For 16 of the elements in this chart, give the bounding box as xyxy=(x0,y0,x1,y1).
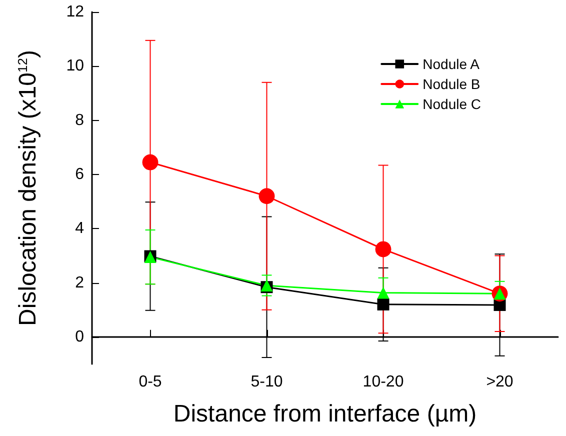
legend-label: Nodule A xyxy=(422,56,480,72)
x-tick-label: >20 xyxy=(486,374,514,390)
x-tick-label: 0-5 xyxy=(138,374,162,390)
y-tick-label: 8 xyxy=(75,112,84,129)
y-tick-label: 4 xyxy=(75,220,84,238)
y-axis-title: Dislocation density (x1012) xyxy=(14,50,42,326)
y-tick-label: 6 xyxy=(75,166,84,183)
legend-label: Nodule B xyxy=(422,76,480,92)
y-tick-label: 0 xyxy=(75,328,84,346)
x-tick-label: 10-20 xyxy=(362,374,404,390)
x-tick-label: 5-10 xyxy=(250,374,283,390)
y-tick-label: 10 xyxy=(66,58,84,75)
y-tick-label: 12 xyxy=(66,4,84,20)
legend-label: Nodule C xyxy=(422,96,482,112)
y-tick-label: 2 xyxy=(75,274,84,292)
x-axis-title: Distance from interface (µm) xyxy=(173,400,477,428)
